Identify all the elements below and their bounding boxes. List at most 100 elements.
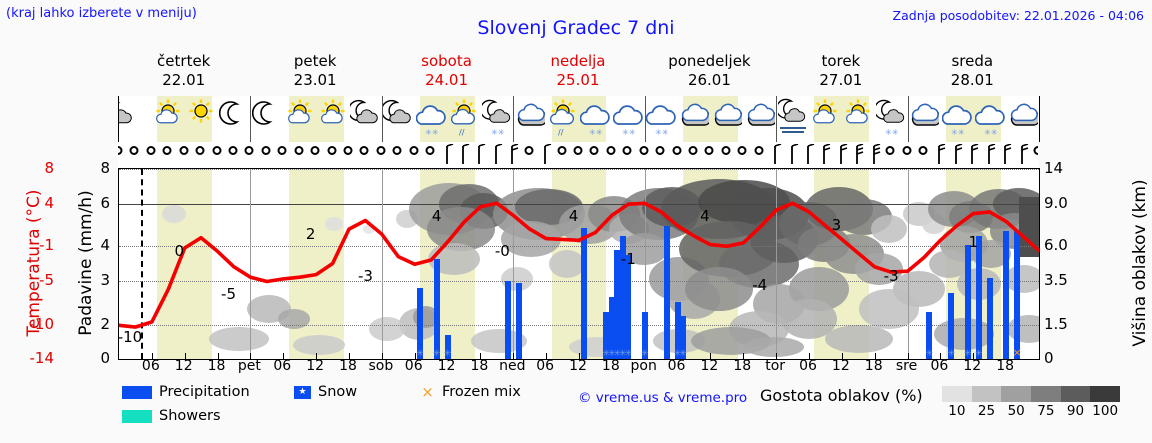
x-axis-label: 06 bbox=[930, 358, 949, 374]
weather-icon-sun-cloud bbox=[318, 98, 348, 138]
snow-marker: ✳ bbox=[947, 349, 956, 359]
temperature-tick-label: -5 bbox=[39, 271, 54, 290]
calm-wind-icon bbox=[622, 146, 632, 155]
cloud-height-tick-label: 3.5 bbox=[1044, 271, 1068, 290]
cloud-height-tick-label: 9.0 bbox=[1044, 194, 1068, 213]
day-date: 24.01 bbox=[425, 71, 469, 89]
day-date: 22.01 bbox=[162, 71, 206, 89]
wind-barb bbox=[963, 143, 981, 164]
calm-wind-icon bbox=[277, 146, 287, 155]
weather-icon-sun bbox=[186, 98, 216, 138]
calm-wind-icon bbox=[672, 146, 682, 155]
x-axis-label: 18 bbox=[601, 358, 620, 374]
temperature-annotation: -1 bbox=[620, 250, 636, 269]
x-tick bbox=[546, 353, 548, 359]
weather-icon-cloud-snow: ✳✳ bbox=[941, 98, 972, 138]
day-separator bbox=[776, 169, 778, 359]
x-axis-label: 18 bbox=[207, 358, 226, 374]
x-tick bbox=[841, 353, 843, 359]
weather-icon-sun-cloud bbox=[810, 98, 840, 138]
day-date: 25.01 bbox=[556, 71, 600, 89]
colorbar-tick-label: 10 bbox=[948, 403, 966, 419]
daylight-stripe bbox=[157, 169, 213, 359]
precipitation-bar bbox=[417, 287, 424, 359]
day-separator bbox=[381, 169, 383, 359]
x-axis-label: 06 bbox=[667, 358, 686, 374]
colorbar-segment bbox=[1060, 386, 1091, 402]
calm-wind-icon bbox=[409, 146, 419, 155]
temperature-tick-label: -1 bbox=[39, 235, 54, 254]
day-header-row: četrtek 22.01 petek 23.01 sobota 24.01 nedelja… bbox=[118, 52, 1038, 92]
temperature-annotation: -3 bbox=[357, 267, 373, 286]
day-header-6: sreda 28.01 bbox=[907, 52, 1038, 90]
temperature-axis-ticks: 8 4 -1 -5 -10 -14 bbox=[26, 159, 55, 367]
weather-icon-moon-cloud-snow: ✳✳ bbox=[479, 98, 512, 138]
x-axis-label: 18 bbox=[339, 358, 357, 374]
weather-icon-moon-cloud-snow: ✳✳ bbox=[874, 98, 906, 138]
temperature-tick-label: 4 bbox=[44, 194, 54, 213]
day-name: sobota bbox=[421, 52, 472, 70]
weather-icon-cloud bbox=[515, 98, 548, 138]
cloud-density-title: Gostota oblakov (%) bbox=[760, 386, 923, 405]
x-axis-label: 06 bbox=[273, 358, 292, 374]
x-axis-labels: 06 12 18 pet 06 12 18 sob 06 12 18 ned 06 12 18 pon 06 12… bbox=[118, 358, 1038, 378]
calm-wind-icon bbox=[261, 146, 271, 155]
x-tick bbox=[184, 353, 186, 359]
wind-barb bbox=[783, 143, 801, 164]
day-name: sreda bbox=[951, 52, 994, 70]
x-axis-label: 12 bbox=[437, 358, 456, 374]
snow-marker: ✳ bbox=[624, 349, 633, 359]
weather-icon-cloud bbox=[745, 98, 778, 138]
calm-wind-icon bbox=[294, 146, 304, 155]
credit-link[interactable]: © vreme.us & vreme.pro bbox=[578, 390, 748, 406]
x-tick bbox=[907, 353, 909, 359]
cloud-height-tick-label: 14 bbox=[1044, 159, 1064, 177]
forecast-plot[interactable]: ✳ ✳ ✳ ✳ ✳ ✳ ✳ ✳ ✳ ✳ ✳ ✳ ✳ ✳ ✳ × -10 0 -5 2 -3 4 -0 4 -1 4 -4 3 -3 1 bbox=[118, 168, 1040, 360]
calm-wind-icon bbox=[425, 146, 435, 155]
weather-icon-sun-cloud bbox=[153, 98, 183, 138]
day-header-2: sobota 24.01 bbox=[381, 52, 512, 90]
calm-wind-icon bbox=[244, 146, 254, 155]
temperature-annotation: -4 bbox=[752, 276, 768, 295]
snow-marker: ✳ bbox=[602, 349, 611, 359]
wind-barb bbox=[996, 143, 1014, 164]
calm-wind-icon bbox=[754, 146, 764, 155]
x-axis-label: 18 bbox=[996, 358, 1015, 374]
legend: Precipitation ★ Snow × Frozen mix Shower… bbox=[122, 384, 552, 440]
temperature-annotation: -10 bbox=[118, 327, 143, 346]
weather-icon-cloud-snow: ✳✳ bbox=[645, 98, 676, 138]
x-axis-label: 12 bbox=[569, 358, 587, 374]
precipitation-bar bbox=[674, 302, 681, 359]
legend-showers-label: Showers bbox=[159, 408, 221, 424]
wind-barb bbox=[487, 143, 505, 164]
legend-precipitation: Precipitation bbox=[122, 384, 250, 400]
calm-wind-icon bbox=[392, 146, 402, 155]
weather-icon-cloud bbox=[712, 98, 745, 138]
colorbar-tick-label: 25 bbox=[977, 403, 996, 419]
colorbar-tick-label: 90 bbox=[1066, 403, 1085, 419]
colorbar-tick-label: 100 bbox=[1092, 403, 1119, 419]
calm-wind-icon bbox=[573, 146, 583, 155]
x-tick bbox=[217, 353, 219, 359]
precipitation-bar bbox=[926, 311, 933, 359]
precipitation-bar bbox=[975, 235, 982, 359]
x-axis-label: 18 bbox=[733, 358, 752, 374]
precipitation-bar bbox=[1014, 230, 1021, 359]
svg-text:✳✳: ✳✳ bbox=[951, 128, 965, 137]
precipitation-bar bbox=[444, 335, 451, 359]
precipitation-bar bbox=[619, 235, 626, 359]
temperature-annotation: 2 bbox=[305, 224, 316, 243]
showers-swatch bbox=[122, 409, 152, 423]
cloud-height-tick-label: 0 bbox=[1044, 349, 1054, 367]
snow-marker: ✳ bbox=[416, 349, 424, 359]
weather-icon-cloud-snow: ✳✳ bbox=[974, 98, 1005, 138]
wind-barb bbox=[454, 143, 472, 164]
day-separator bbox=[513, 96, 515, 142]
x-tick bbox=[414, 353, 416, 359]
precipitation-bar bbox=[986, 278, 993, 359]
svg-text:✳✳: ✳✳ bbox=[885, 128, 899, 137]
precipitation-bar bbox=[433, 259, 440, 359]
day-separator bbox=[907, 169, 909, 359]
day-separator bbox=[250, 96, 252, 142]
weather-icon-cloud-sun-rain: // bbox=[548, 98, 578, 138]
